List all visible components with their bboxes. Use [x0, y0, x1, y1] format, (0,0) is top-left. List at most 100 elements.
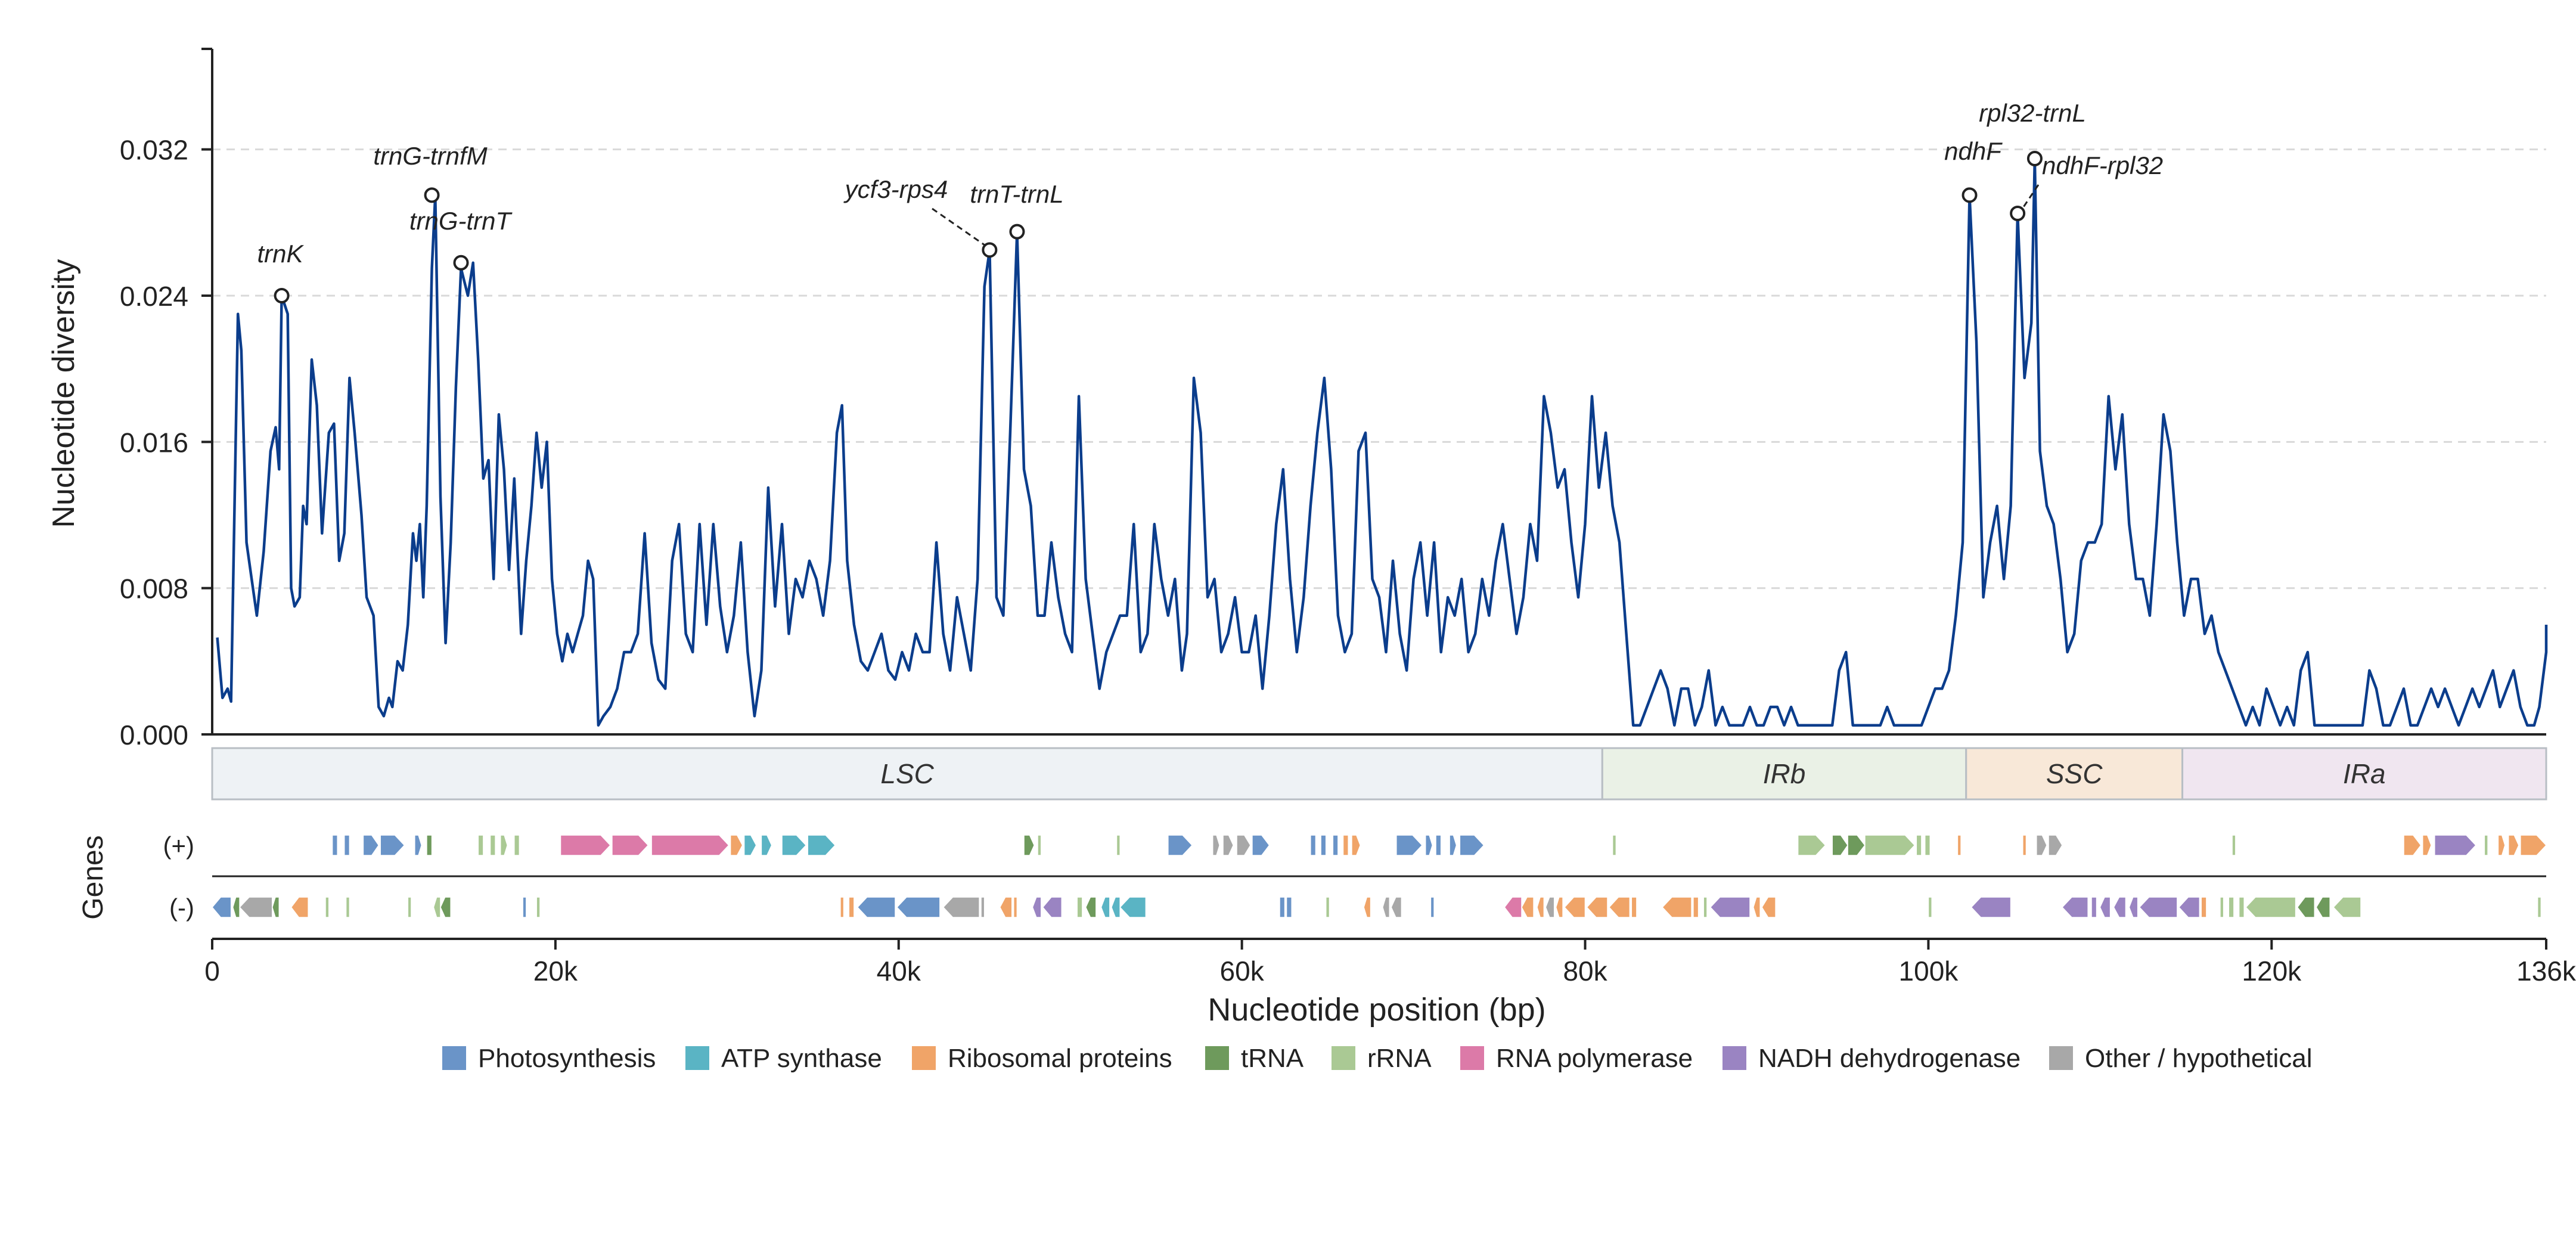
peak-label: ndhF-rpl32: [2042, 151, 2163, 179]
x-tick-label: 20k: [533, 956, 578, 987]
y-tick-label: 0.032: [120, 135, 188, 166]
gene-minus: [1631, 897, 1637, 918]
gene-plus: [1351, 835, 1361, 856]
peak-marker: [453, 255, 469, 271]
gene-minus: [2537, 897, 2542, 918]
gene-minus: [232, 897, 240, 918]
gene-plus: [477, 835, 484, 856]
legend: Photosynthesis ATP synthase Ribosomal prot…: [442, 1044, 2313, 1073]
peak-marker: [2010, 206, 2026, 221]
peak-label: trnT-trnL: [970, 180, 1063, 208]
gene-minus: [1761, 897, 1776, 918]
legend-label: Photosynthesis: [478, 1044, 656, 1073]
gene-minus: [1709, 897, 1751, 918]
gene-plus: [2484, 835, 2488, 856]
x-tick-label: 0: [204, 956, 220, 987]
gene-minus: [980, 897, 985, 918]
gene-plus: [343, 835, 350, 856]
x-tick-label: 120k: [2242, 956, 2302, 987]
gene-plus: [414, 835, 423, 856]
region-block: [211, 747, 1603, 801]
gene-plus: [730, 835, 743, 856]
peak-leader: [932, 207, 986, 246]
gene-minus: [1703, 897, 1708, 918]
gene-plus: [1320, 835, 1327, 856]
diversity-series: [216, 157, 2548, 727]
gene-minus: [1545, 897, 1555, 918]
y-axis: 0.000 0.008 0.016 0.024 0.032: [120, 48, 2546, 750]
gene-plus: [1332, 835, 1339, 856]
gene-minus: [2099, 897, 2111, 918]
gene-minus: [290, 897, 309, 918]
gene-minus: [2238, 897, 2245, 918]
gene-plus: [1222, 835, 1234, 856]
peak-label: ycf3-rps4: [843, 175, 948, 203]
gene-minus: [1608, 897, 1631, 918]
gene-plus: [743, 835, 757, 856]
gene-minus: [848, 897, 855, 918]
gene-minus: [2178, 897, 2201, 918]
gene-plus: [331, 835, 338, 856]
gene-plus: [612, 835, 649, 856]
gene-plus: [1957, 835, 1962, 856]
y-tick-label: 0.008: [120, 573, 188, 604]
gene-minus: [1504, 897, 1522, 918]
gene-plus: [1037, 835, 1042, 856]
y-axis-label: Nucleotide diversity: [46, 259, 81, 528]
legend-label: rRNA: [1367, 1044, 1432, 1073]
gene-minus: [2091, 897, 2097, 918]
gene-plus: [1424, 835, 1433, 856]
legend-label: RNA polymerase: [1496, 1044, 1693, 1073]
peak-label: rpl32-trnL: [1979, 99, 2086, 127]
gene-minus: [2228, 897, 2234, 918]
x-axis: 0 20k 40k 60k 80k 100k 120k 136k: [204, 938, 2576, 987]
gene-minus: [999, 897, 1013, 918]
gene-plus: [1396, 835, 1423, 856]
gene-plus: [426, 835, 433, 856]
diversity-line: [216, 157, 2548, 727]
region-label: IRa: [2343, 758, 2386, 789]
gene-plus: [807, 835, 836, 856]
peak-marker: [1962, 187, 1978, 203]
gene-minus: [896, 897, 941, 918]
gene-plus: [781, 835, 807, 856]
gene-minus: [2113, 897, 2127, 918]
gene-plus: [380, 835, 405, 856]
strand-plus-label: (+): [163, 832, 195, 860]
legend-swatch: [2049, 1046, 2073, 1070]
gene-plus: [1236, 835, 1251, 856]
gene-plus: [2497, 835, 2506, 856]
gene-plus: [1797, 835, 1826, 856]
gene-tracks: (+) (-): [163, 832, 2547, 922]
gene-minus: [2139, 897, 2178, 918]
gene-minus: [1970, 897, 2012, 918]
gene-plus: [1252, 835, 1270, 856]
legend-label: tRNA: [1241, 1044, 1304, 1073]
gene-minus: [1085, 897, 1097, 918]
gene-minus: [1563, 897, 1586, 918]
legend-swatch: [442, 1046, 466, 1070]
genome-regions: LSC IRb SSC IRa: [211, 747, 2547, 801]
gene-plus: [1116, 835, 1121, 856]
gene-minus: [2061, 897, 2088, 918]
gene-plus: [1916, 835, 1922, 856]
legend-label: Other / hypothetical: [2085, 1044, 2313, 1073]
gene-minus: [1042, 897, 1063, 918]
gene-minus: [1586, 897, 1608, 918]
gene-plus: [1832, 835, 1849, 856]
x-tick-label: 136k: [2516, 956, 2576, 987]
region-label: SSC: [2046, 758, 2103, 789]
gene-minus: [1430, 897, 1435, 918]
region-block: [1601, 747, 1967, 801]
gene-plus: [1435, 835, 1442, 856]
gene-plus: [1342, 835, 1349, 856]
gene-plus: [1212, 835, 1220, 856]
gene-minus: [1928, 897, 1932, 918]
gene-minus: [840, 897, 845, 918]
gene-minus: [1286, 897, 1292, 918]
gene-minus: [2128, 897, 2139, 918]
gene-plus: [1449, 835, 1457, 856]
peak-label: ndhF: [1944, 137, 2003, 165]
gene-plus: [560, 835, 612, 856]
region-block: [2181, 747, 2547, 801]
